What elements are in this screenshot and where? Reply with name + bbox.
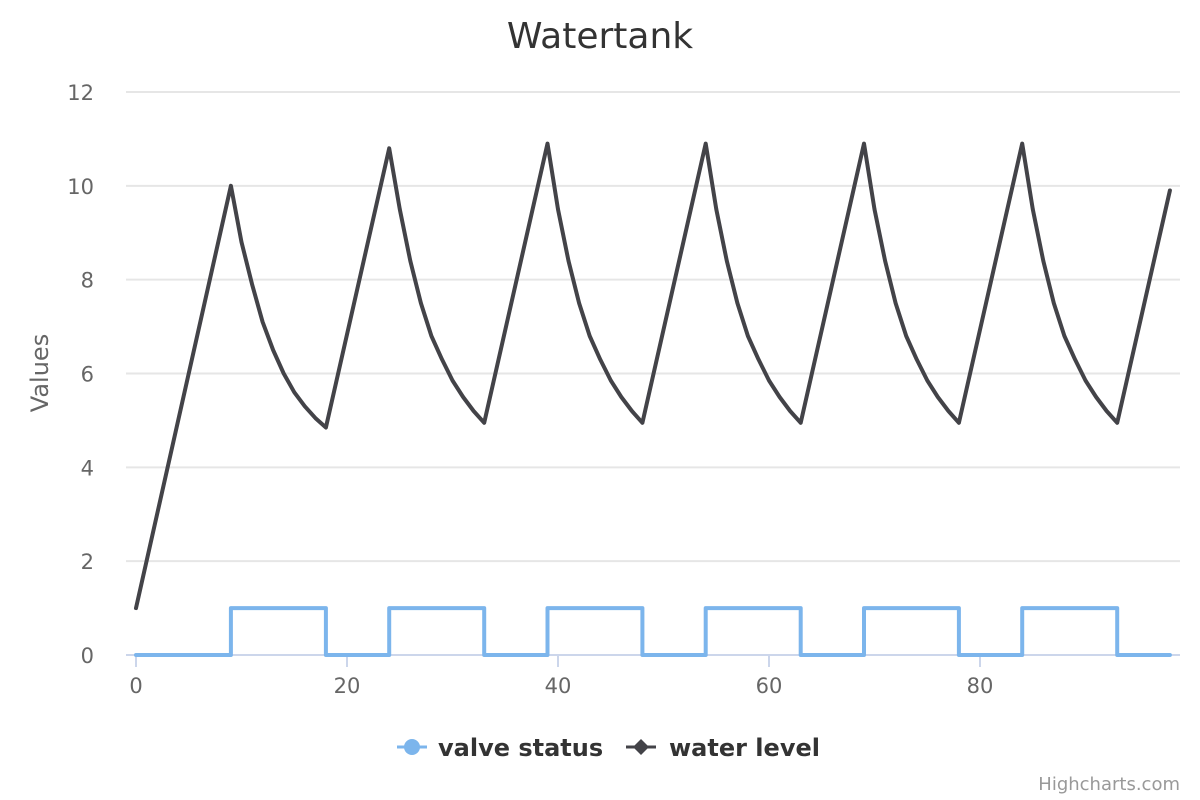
- y-tick-label-8: 8: [81, 269, 94, 293]
- x-tick-label-20: 20: [334, 674, 361, 698]
- credits-link[interactable]: Highcharts.com: [1038, 774, 1180, 795]
- x-tick-label-40: 40: [545, 674, 572, 698]
- legend-water-level-label: water level: [669, 734, 820, 762]
- y-tick-label-6: 6: [81, 363, 94, 387]
- y-tick-label-4: 4: [81, 456, 94, 480]
- plot-series: [134, 141, 1172, 657]
- legend-valve-status-marker: [404, 739, 420, 755]
- y-tick-label-0: 0: [81, 644, 94, 668]
- y-tick-label-10: 10: [67, 175, 94, 199]
- chart-title: Watertank: [507, 16, 693, 57]
- y-tick-label-12: 12: [67, 81, 94, 105]
- y-axis-ticks: 0 2 4 6 8 10 12: [67, 81, 94, 668]
- x-tick-label-0: 0: [129, 674, 142, 698]
- x-tick-label-80: 80: [967, 674, 994, 698]
- y-axis-title: Values: [26, 334, 54, 412]
- y-tick-label-2: 2: [81, 550, 94, 574]
- legend-item-water-level[interactable]: water level: [626, 734, 820, 762]
- legend-item-valve-status[interactable]: valve status: [397, 734, 603, 762]
- legend[interactable]: valve status water level: [397, 734, 820, 762]
- series-line-valve-status[interactable]: [134, 606, 1172, 657]
- x-tick-label-60: 60: [756, 674, 783, 698]
- series-line-water-level[interactable]: [134, 141, 1172, 611]
- x-axis-ticks: 0 20 40 60 80: [129, 656, 993, 698]
- legend-valve-status-label: valve status: [438, 734, 603, 762]
- grid-lines: [126, 91, 1180, 656]
- legend-water-level-marker: [633, 739, 649, 755]
